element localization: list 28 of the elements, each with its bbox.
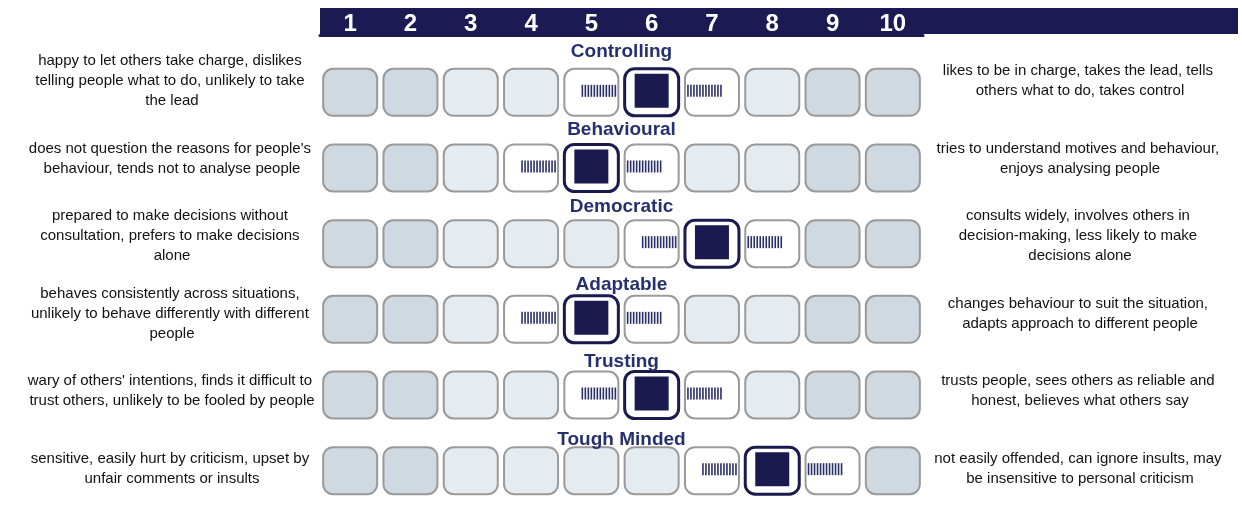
- text: likes to be in charge, takes the lead, tells others what to do, takes control: [942, 61, 1218, 99]
- y-tick-label: Trusting: [584, 350, 659, 372]
- text: tries to understand motives and behaviour, enjoys analysing people: [936, 138, 1224, 176]
- text: does not question the reasons for people's behaviour, tends not to analyse people: [28, 138, 316, 176]
- text: behaves consistently across situations, unlikely to behave differently with different people: [30, 283, 314, 341]
- text: sensitive, easily hurt by criticism, upset by unfair comments or insults: [30, 448, 314, 486]
- text: happy to let others take charge, dislikes telling people what to do, unlikely to take the lead: [35, 51, 309, 109]
- text: consults widely, involves others in decision-making, less likely to make decisions alone: [958, 206, 1202, 264]
- y-tick-label: Controlling: [570, 40, 673, 62]
- y-tick-label: Tough Minded: [557, 427, 686, 449]
- x-tick-label: 8: [765, 8, 779, 36]
- x-tick-label: 2: [403, 8, 418, 36]
- x-tick-label: 10: [879, 8, 907, 36]
- y-tick-label: Democratic: [569, 195, 674, 217]
- x-tick-label: 3: [464, 8, 478, 36]
- text: not easily offended, can ignore insults, may be insensitive to personal criticism: [934, 448, 1226, 486]
- x-tick-label: 7: [705, 8, 719, 36]
- text: changes behaviour to suit the situation, adapts approach to different people: [947, 293, 1213, 331]
- text: prepared to make decisions without consultation, prefers to make decisions alone: [40, 206, 304, 264]
- x-tick-label: 1: [343, 8, 357, 36]
- x-tick-label: 6: [644, 8, 659, 36]
- y-tick-label: Behavioural: [567, 117, 676, 139]
- x-tick-label: 9: [825, 8, 840, 36]
- text: wary of others' intentions, finds it difficult to trust others, unlikely to be fooled by people: [26, 371, 317, 409]
- y-tick-label: Adaptable: [575, 272, 668, 294]
- x-tick-label: 4: [524, 8, 539, 36]
- text: trusts people, sees others as reliable and honest, believes what others say: [941, 371, 1219, 409]
- x-tick-label: 5: [584, 8, 599, 36]
